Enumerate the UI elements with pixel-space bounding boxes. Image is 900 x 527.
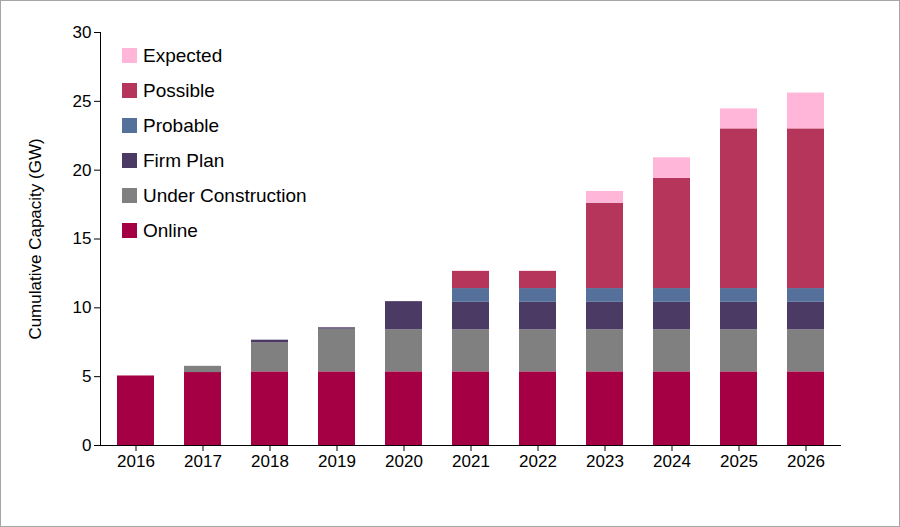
svg-text:2023: 2023 xyxy=(586,452,624,471)
svg-text:2019: 2019 xyxy=(318,452,356,471)
html-text:Expected: Expected xyxy=(143,44,223,66)
svg-text:2018: 2018 xyxy=(251,452,289,471)
svg-text:2017: 2017 xyxy=(184,452,222,471)
html-text:Probable: Probable xyxy=(143,114,220,136)
svg-text:2024: 2024 xyxy=(653,452,691,471)
svg-text:30: 30 xyxy=(73,23,92,42)
svg-text:2020: 2020 xyxy=(385,452,423,471)
svg-text:Cumulative Capacity (GW): Cumulative Capacity (GW) xyxy=(26,138,45,339)
html-text:Online: Online xyxy=(143,219,198,241)
svg-text:5: 5 xyxy=(82,367,91,386)
svg-text:10: 10 xyxy=(73,298,92,317)
html-text:Possible: Possible xyxy=(143,79,215,101)
html-text:Under Construction: Under Construction xyxy=(143,184,307,206)
svg-text:2022: 2022 xyxy=(519,452,557,471)
svg-text:2016: 2016 xyxy=(117,452,155,471)
svg-text:15: 15 xyxy=(73,229,92,248)
svg-text:2025: 2025 xyxy=(720,452,758,471)
svg-text:20: 20 xyxy=(73,161,92,180)
html-text:Firm Plan: Firm Plan xyxy=(143,149,225,171)
svg-text:0: 0 xyxy=(82,436,91,455)
svg-text:2021: 2021 xyxy=(452,452,490,471)
svg-text:25: 25 xyxy=(73,92,92,111)
svg-text:2026: 2026 xyxy=(787,452,825,471)
